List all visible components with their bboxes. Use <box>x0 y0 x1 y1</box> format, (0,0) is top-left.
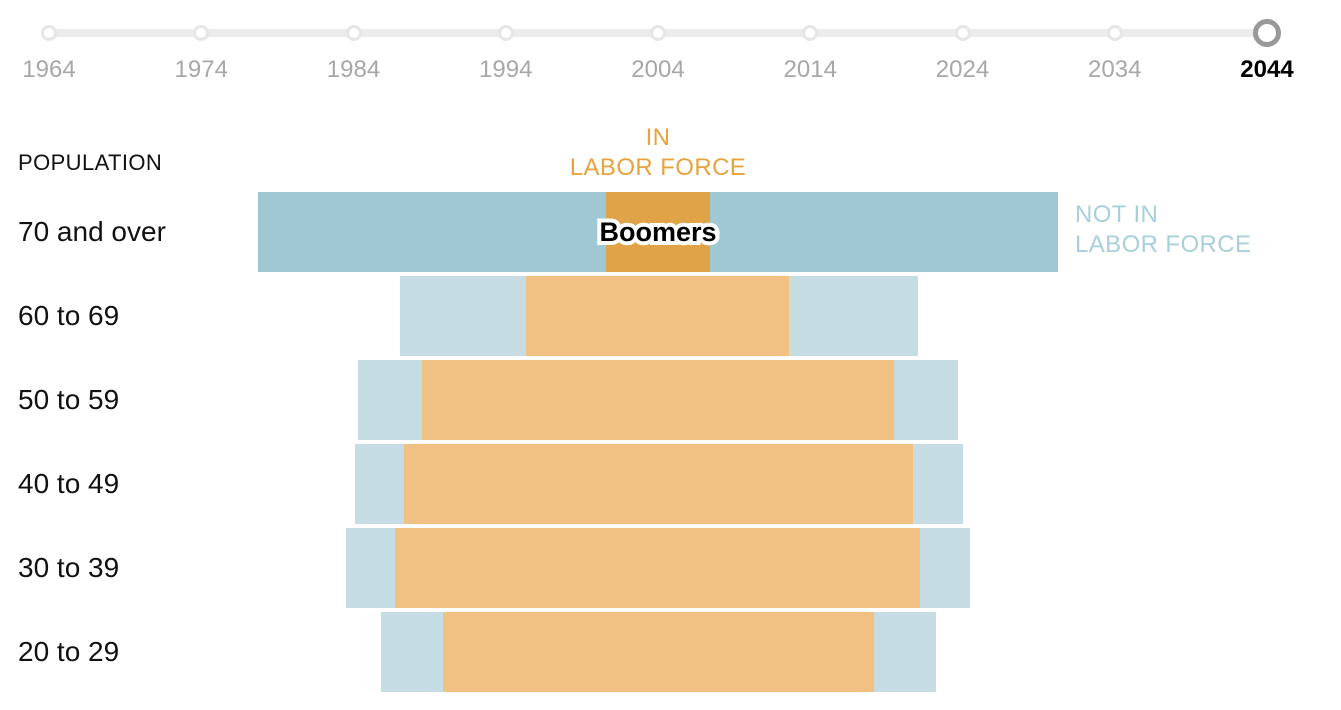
boomers-annotation-halo: Boomers <box>595 213 720 251</box>
slider-handle[interactable] <box>1253 19 1281 47</box>
age-label-60-to-69: 60 to 69 <box>18 300 120 331</box>
slider-tick-1994[interactable] <box>497 25 514 41</box>
boomers-annotation-text: Boomers <box>599 217 717 247</box>
legend-not-in-labor-force: NOT IN LABOR FORCE <box>1075 200 1251 260</box>
year-label-1984[interactable]: 1984 <box>326 56 381 83</box>
bar-40-to-49-not-in-labor-force-right <box>913 444 963 524</box>
slider-tick-1964[interactable] <box>41 25 57 41</box>
age-label-70-and-over: 70 and over <box>18 216 166 247</box>
year-label-2034[interactable]: 2034 <box>1088 56 1142 83</box>
legend-in-labor-force-line2: LABOR FORCE <box>569 154 747 181</box>
slider-tick-2024[interactable] <box>954 25 971 41</box>
boomers-annotation: Boomers Boomers <box>595 213 720 251</box>
legend-not-in-labor-force-line1: NOT IN <box>1075 201 1159 228</box>
bar-50-to-59-not-in-labor-force-right <box>894 360 958 440</box>
bar-60-to-69-in-labor-force <box>526 276 789 356</box>
legend-in-labor-force: IN LABOR FORCE <box>570 123 746 183</box>
bar-60-to-69-not-in-labor-force-left <box>400 276 526 356</box>
age-label-50-to-59: 50 to 59 <box>18 384 120 415</box>
year-label-2044[interactable]: 2044 <box>1240 56 1294 83</box>
year-label-2024[interactable]: 2024 <box>935 56 990 83</box>
year-label-2014[interactable]: 2014 <box>783 56 837 83</box>
age-label-20-to-29: 20 to 29 <box>18 636 120 667</box>
population-label: POPULATION <box>18 150 163 175</box>
bar-30-to-39-not-in-labor-force-left <box>346 528 395 608</box>
year-label-2004[interactable]: 2004 <box>631 56 685 83</box>
bar-50-to-59-in-labor-force <box>422 360 894 440</box>
age-label-40-to-49: 40 to 49 <box>18 468 120 499</box>
slider-tick-1984[interactable] <box>345 25 362 41</box>
year-label-1964[interactable]: 1964 <box>22 56 76 83</box>
bar-60-to-69-not-in-labor-force-right <box>789 276 918 356</box>
slider-tick-2014[interactable] <box>802 25 819 41</box>
year-label-1994[interactable]: 1994 <box>479 56 533 83</box>
bar-30-to-39-in-labor-force <box>395 528 920 608</box>
bar-70-and-over-in-labor-force <box>606 192 710 272</box>
bar-70-and-over-not-in-labor-force-right <box>710 192 1058 272</box>
slider-tick-1974[interactable] <box>193 25 210 41</box>
bar-30-to-39-not-in-labor-force-right <box>920 528 970 608</box>
bar-20-to-29-not-in-labor-force-right <box>874 612 936 692</box>
legend-in-labor-force-line1: IN <box>645 124 671 151</box>
slider-tick-2004[interactable] <box>650 25 666 41</box>
bar-70-and-over-not-in-labor-force-left <box>258 192 606 272</box>
year-label-1974[interactable]: 1974 <box>174 56 228 83</box>
age-label-30-to-39: 30 to 39 <box>18 552 120 583</box>
bar-20-to-29-not-in-labor-force-left <box>381 612 443 692</box>
bar-20-to-29-in-labor-force <box>443 612 874 692</box>
slider-tick-2034[interactable] <box>1106 25 1123 41</box>
bar-40-to-49-in-labor-force <box>404 444 913 524</box>
legend-not-in-labor-force-line2: LABOR FORCE <box>1075 231 1252 258</box>
bar-40-to-49-not-in-labor-force-left <box>355 444 404 524</box>
bar-50-to-59-not-in-labor-force-left <box>358 360 422 440</box>
